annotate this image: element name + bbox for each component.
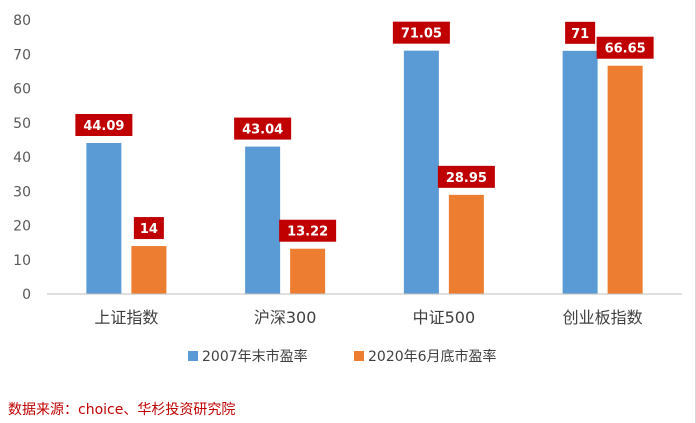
bar — [562, 50, 598, 295]
y-axis: 0 10 20 30 40 50 60 70 80 — [13, 13, 31, 303]
legend-swatch — [354, 351, 364, 361]
data-label-box — [437, 165, 495, 188]
data-label: 71 — [571, 27, 589, 42]
bar — [86, 142, 122, 294]
x-tick-label: 中证500 — [413, 308, 476, 327]
y-tick-label: 10 — [13, 253, 31, 269]
legend-label: 2007年末市盈率 — [202, 348, 308, 365]
bar — [403, 50, 439, 295]
data-label: 13.22 — [287, 225, 328, 240]
source-note: 数据来源：choice、华杉投资研究院 — [8, 402, 236, 418]
bars-layer — [86, 50, 643, 295]
y-tick-label: 30 — [13, 184, 31, 200]
legend-swatch — [188, 351, 198, 361]
bar — [245, 146, 281, 294]
y-tick-label: 40 — [13, 150, 31, 166]
y-tick-label: 50 — [13, 116, 31, 132]
data-label-box — [392, 21, 450, 44]
legend: 2007年末市盈率 2020年6月底市盈率 — [188, 348, 497, 365]
data-label: 14 — [140, 222, 158, 237]
data-label-box — [133, 217, 164, 240]
data-label-box — [234, 117, 292, 140]
y-tick-label: 0 — [22, 287, 31, 303]
x-tick-label: 创业板指数 — [563, 308, 643, 327]
y-tick-label: 70 — [13, 47, 31, 63]
data-label: 66.65 — [605, 42, 646, 57]
x-tick-label: 沪深300 — [254, 308, 317, 327]
bar — [131, 246, 167, 294]
bar — [607, 65, 643, 294]
y-tick-label: 20 — [13, 219, 31, 235]
x-axis: 上证指数 沪深300 中证500 创业板指数 — [94, 308, 642, 327]
y-tick-label: 80 — [13, 13, 31, 29]
data-label-box — [75, 113, 133, 136]
data-label: 71.05 — [401, 27, 442, 42]
data-label-box — [279, 219, 337, 242]
x-tick-label: 上证指数 — [94, 308, 158, 327]
data-labels-layer: 44.09 14 43.04 13.22 71.05 28.95 71 66.65 — [75, 21, 654, 242]
data-label-box — [565, 21, 596, 44]
y-tick-label: 60 — [13, 82, 31, 98]
data-label: 44.09 — [83, 119, 124, 134]
bar — [290, 248, 326, 294]
data-label-box — [596, 36, 654, 59]
legend-label: 2020年6月底市盈率 — [368, 348, 497, 365]
bar — [448, 194, 484, 294]
data-label: 43.04 — [242, 123, 283, 138]
data-label: 28.95 — [446, 171, 487, 186]
